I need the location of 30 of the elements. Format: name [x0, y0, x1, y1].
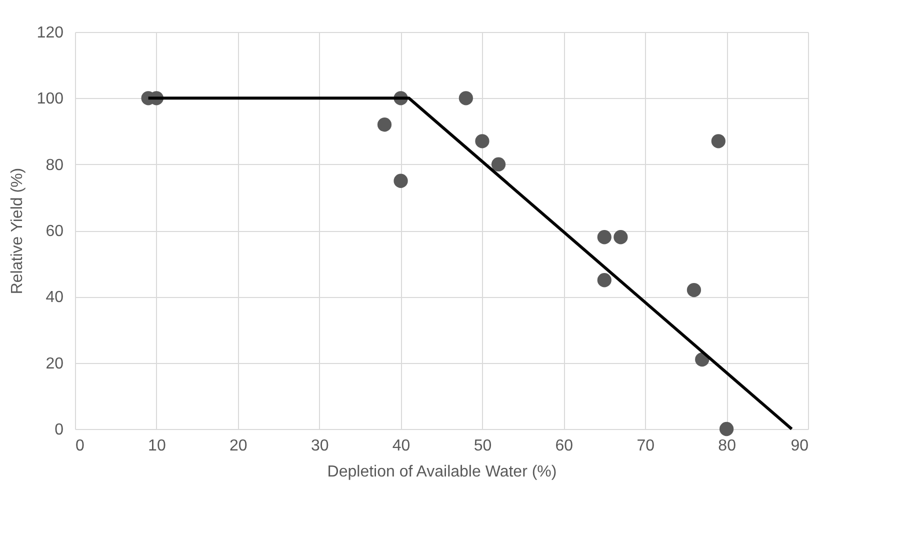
y-tick-label: 0 — [54, 422, 64, 438]
y-tick-label: 60 — [46, 223, 64, 240]
y-tick-label: 40 — [46, 289, 64, 306]
x-tick-label: 80 — [718, 438, 736, 454]
x-tick-label: 10 — [148, 438, 166, 454]
point — [597, 230, 612, 244]
point — [475, 134, 490, 148]
x-tick-label: 70 — [636, 438, 655, 454]
point — [614, 230, 628, 244]
x-tick-label: 60 — [555, 438, 574, 454]
x-tick-label: 50 — [474, 438, 492, 454]
x-tick-label: 30 — [310, 438, 329, 454]
y-tick-label: 20 — [46, 355, 64, 372]
point — [491, 157, 506, 172]
y-tick-label: 100 — [36, 90, 64, 108]
x-tick-label: 40 — [392, 438, 410, 454]
x-tick-label: 90 — [790, 438, 809, 454]
point — [597, 273, 612, 288]
point — [686, 282, 702, 298]
point — [711, 134, 726, 148]
y-tick-label: 80 — [46, 156, 64, 174]
y-axis-title: Relative Yield (%) — [8, 168, 26, 294]
point — [458, 91, 474, 106]
point — [394, 174, 408, 188]
point — [377, 118, 392, 132]
y-tick-label: 120 — [36, 24, 64, 42]
x-tick-label: 0 — [76, 438, 84, 454]
x-tick-label: 20 — [229, 438, 248, 454]
x-axis-title: Depletion of Available Water (%) — [327, 464, 557, 480]
point — [719, 422, 734, 436]
